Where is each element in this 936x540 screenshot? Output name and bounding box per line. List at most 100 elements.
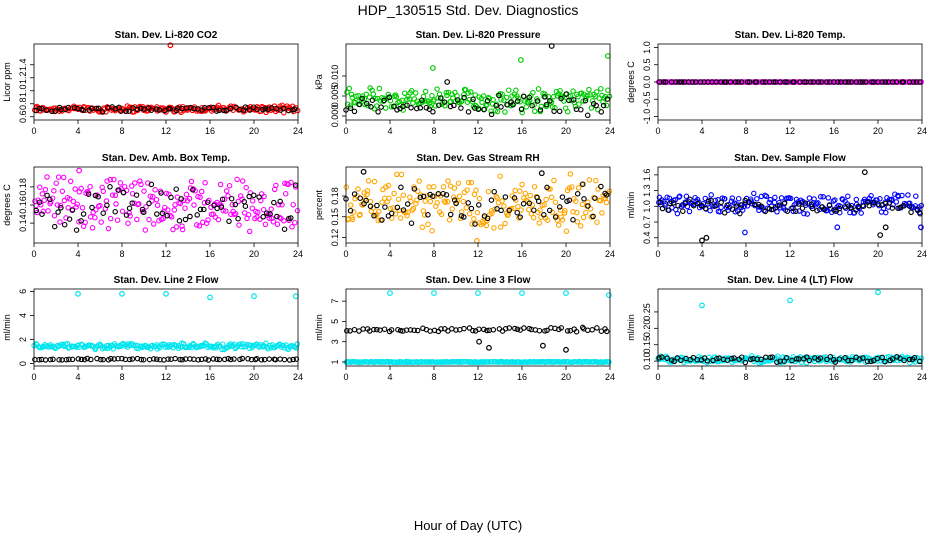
data-point [371,326,377,333]
data-point [776,199,782,206]
data-point [150,221,157,227]
data-point [818,79,824,85]
data-point [292,219,298,226]
data-point [98,219,104,225]
x-tick-label: 4 [75,249,80,259]
data-point [132,180,138,186]
y-tick-label: 0.15 [642,336,652,354]
data-point [147,193,154,199]
data-point [663,79,669,85]
x-tick-label: 8 [119,372,124,382]
data-point [694,200,701,207]
data-point [727,79,734,85]
y-axis-label: ml/min [626,314,636,341]
x-tick-label: 24 [293,126,303,136]
data-point [81,356,88,363]
data-point [520,201,527,207]
plot-frame [33,288,299,367]
data-point [842,355,848,361]
x-tick-label: 12 [785,126,795,136]
data-point [606,359,612,365]
data-point [39,191,46,197]
data-point [100,188,107,195]
data-point [225,193,231,199]
data-point [404,96,410,103]
data-point [721,210,728,216]
data-point [376,85,383,92]
data-point [99,109,106,115]
data-point [108,355,114,362]
data-point [47,356,54,363]
data-point [381,97,387,104]
data-point [186,195,193,202]
data-point [882,358,888,365]
data-point [853,79,860,85]
data-point [897,355,903,361]
x-tick-label: 0 [655,249,660,259]
data-point [66,356,72,363]
data-point [221,107,227,114]
data-point [470,96,476,103]
data-point [901,357,907,364]
data-point [747,356,754,363]
data-point [502,109,508,115]
data-point [234,176,240,183]
data-point [593,89,600,95]
data-point [660,79,667,85]
data-point [656,355,662,361]
data-point [481,326,487,333]
x-tick-label: 8 [431,249,436,259]
data-point [914,206,920,212]
data-point [201,206,207,213]
data-point [541,212,547,218]
data-point [194,212,200,218]
data-point [57,202,64,209]
data-point [413,200,419,207]
data-point [670,200,677,206]
data-point [513,87,519,94]
outlier-point [742,229,748,236]
data-point [179,223,185,229]
data-point [836,356,843,362]
data-point [112,208,118,215]
data-point [512,325,518,332]
data-point [281,226,288,232]
data-point [564,108,571,115]
data-point [414,327,421,334]
x-tick-label: 20 [249,126,259,136]
data-point [575,93,581,100]
x-tick-label: 0 [31,126,36,136]
data-point [126,205,133,212]
data-point [752,201,758,208]
data-point [526,94,533,101]
x-tick-label: 0 [343,126,348,136]
data-point [49,195,56,201]
data-point [858,210,864,216]
data-point [100,210,106,216]
data-point [498,96,504,103]
data-point [73,204,79,210]
outlier-point [703,234,710,241]
data-point [772,194,778,201]
data-point [150,193,156,200]
data-point [519,181,525,188]
data-point [51,223,58,230]
data-point [198,188,205,195]
data-point [756,207,762,214]
data-point [443,89,450,96]
data-point [558,93,564,99]
data-point [594,325,600,331]
data-point [202,180,208,186]
outlier-point [787,297,793,304]
data-point [421,212,428,218]
data-point [468,89,474,95]
data-point [55,174,62,180]
x-tick-label: 24 [917,249,927,259]
data-point [50,356,56,363]
data-point [38,202,44,208]
data-point [760,79,766,85]
data-point [796,208,802,214]
data-point [461,94,467,101]
data-point [293,356,300,362]
